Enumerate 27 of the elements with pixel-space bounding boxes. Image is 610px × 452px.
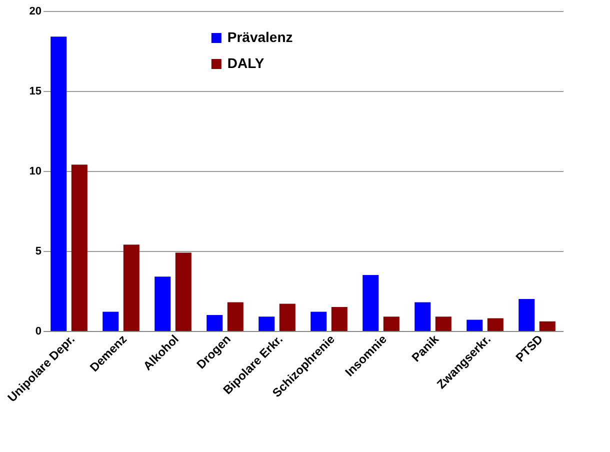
y-tick-label: 20 — [29, 6, 42, 18]
bar — [258, 316, 275, 331]
bar — [227, 302, 244, 331]
legend-label: Prävalenz — [227, 29, 293, 45]
bar — [279, 304, 296, 331]
y-tick-label: 15 — [29, 86, 42, 98]
bar — [310, 312, 327, 331]
y-tick-label: 10 — [29, 166, 42, 178]
bar — [71, 164, 88, 331]
bar — [435, 316, 452, 331]
bar — [518, 299, 535, 331]
bar — [539, 321, 556, 331]
bar — [331, 307, 348, 331]
bar — [175, 252, 192, 331]
bar — [466, 320, 483, 331]
bar — [154, 276, 171, 331]
bar — [414, 302, 431, 331]
bar — [362, 275, 379, 331]
bar — [383, 316, 400, 331]
bar — [50, 36, 67, 331]
y-tick-label: 5 — [35, 246, 42, 258]
bar — [487, 318, 504, 331]
y-tick-label: 0 — [35, 326, 42, 338]
legend-label: DALY — [227, 55, 265, 71]
bar — [206, 315, 223, 331]
bar — [102, 312, 119, 331]
bar — [123, 244, 140, 331]
